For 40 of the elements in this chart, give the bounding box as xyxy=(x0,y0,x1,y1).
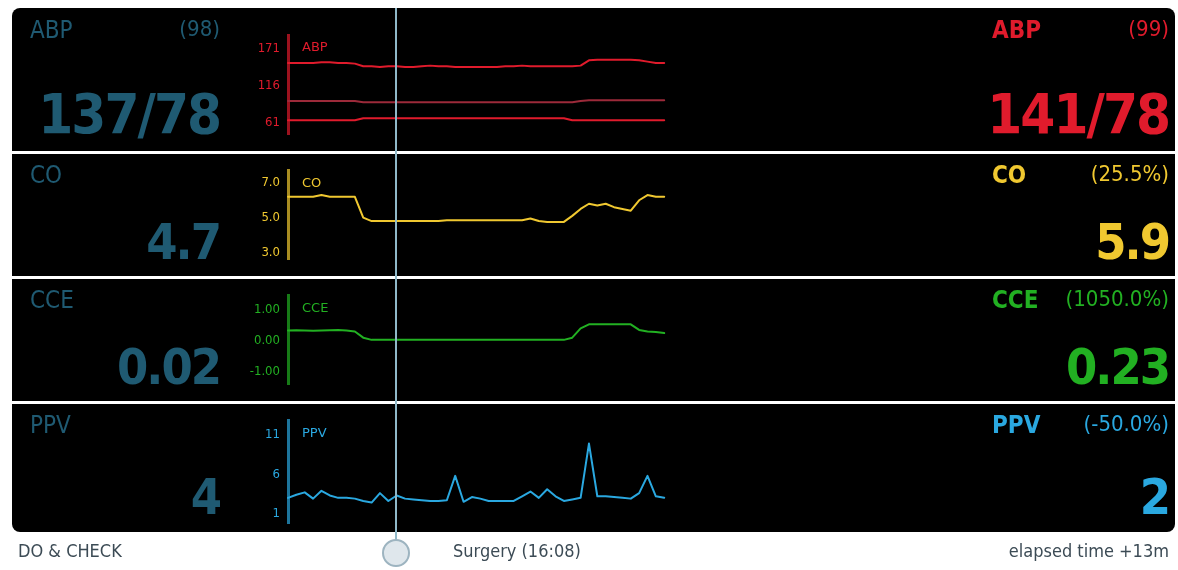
y-tick-label: -1.00 xyxy=(249,363,280,379)
text: 4 xyxy=(190,468,220,526)
chart-title: ABP xyxy=(302,39,328,55)
text: Surgery (16:08) xyxy=(453,540,581,561)
text: 0.02 xyxy=(117,338,220,396)
y-tick-label: 171 xyxy=(257,40,280,56)
text: 4.7 xyxy=(146,213,220,271)
text: (25.5%) xyxy=(1090,161,1169,186)
text: PPV xyxy=(992,411,1041,439)
y-tick-label: 6 xyxy=(272,465,280,481)
text: (99) xyxy=(1128,16,1169,41)
text: elapsed time +13m xyxy=(1008,540,1169,561)
text: 5.9 xyxy=(1095,213,1169,271)
text: (98) xyxy=(179,16,220,41)
text: DO & CHECK xyxy=(18,540,122,561)
text: PPV xyxy=(302,425,327,441)
y-tick-label: 11 xyxy=(265,426,280,442)
y-tick-label: 61 xyxy=(265,113,280,129)
text: 141/78 xyxy=(987,81,1169,146)
text: 0.23 xyxy=(1066,338,1169,396)
text: 137/78 xyxy=(38,81,220,146)
text: CO xyxy=(30,161,63,189)
text: CO xyxy=(992,161,1027,189)
text: CCE xyxy=(30,286,74,314)
y-tick-label: 1 xyxy=(272,504,280,520)
y-tick-label: 1.00 xyxy=(253,301,280,317)
text: PPV xyxy=(30,411,71,439)
text: CCE xyxy=(302,300,329,316)
text: CO xyxy=(302,175,322,191)
y-tick-label: 5.0 xyxy=(261,208,280,224)
text: (1050.0%) xyxy=(1065,286,1169,311)
text: (-50.0%) xyxy=(1083,411,1169,436)
y-tick-label: 0.00 xyxy=(253,332,280,348)
text: ABP xyxy=(30,16,73,44)
text: ABP xyxy=(992,16,1041,44)
y-tick-label: 3.0 xyxy=(261,243,280,259)
y-tick-label: 116 xyxy=(257,76,280,92)
text: CCE xyxy=(992,286,1039,314)
text: 2 xyxy=(1139,468,1169,526)
y-tick-label: 7.0 xyxy=(261,174,280,190)
